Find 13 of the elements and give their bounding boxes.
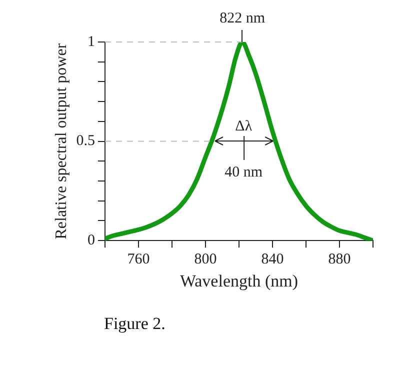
caption: Figure 2.: [104, 314, 166, 334]
y-tick-label: 1: [87, 34, 95, 50]
x-tick-label: 800: [194, 252, 217, 268]
y-tick-label: 0: [87, 232, 95, 249]
x-tick-label: 880: [328, 252, 351, 268]
x-axis-title: Wavelength (nm): [180, 271, 298, 290]
annotation: 822 nm: [220, 10, 266, 26]
annotation: Δλ: [235, 118, 253, 135]
y-axis-title: Relative spectral output power: [52, 42, 70, 240]
x-tick-label: 840: [261, 252, 284, 268]
y-tick-label: 0.5: [76, 133, 95, 150]
annotation: 40 nm: [224, 164, 263, 181]
x-tick-label: 760: [127, 252, 150, 268]
